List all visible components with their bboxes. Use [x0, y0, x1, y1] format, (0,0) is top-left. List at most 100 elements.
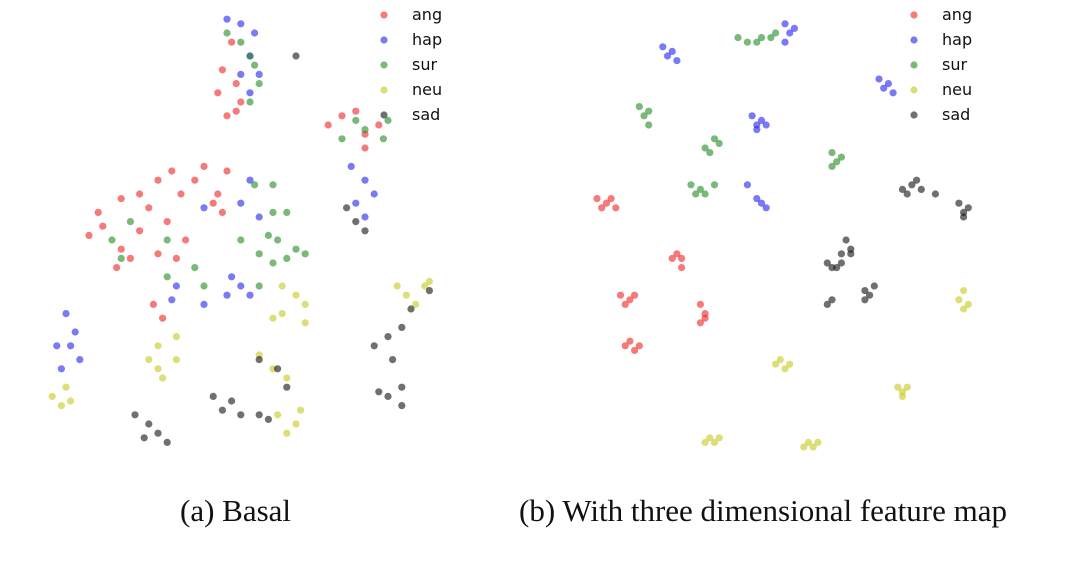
point-sad-13: [255, 356, 263, 364]
legend-marker-neu: [380, 86, 388, 94]
series-sad: [131, 52, 433, 446]
point-ang-33: [338, 112, 346, 120]
point-neu-16: [804, 438, 813, 446]
point-ang-6: [678, 254, 686, 262]
point-hap-19: [223, 291, 231, 299]
point-sad-14: [209, 392, 217, 400]
point-hap-13: [237, 199, 245, 207]
point-sad-19: [264, 415, 272, 423]
point-sur-14: [828, 149, 836, 157]
point-ang-29: [214, 190, 222, 198]
point-neu-5: [278, 282, 286, 290]
point-neu-3: [772, 360, 780, 368]
point-sur-18: [255, 250, 263, 258]
point-neu-2: [412, 300, 420, 308]
point-ang-17: [626, 337, 634, 345]
point-sad-0: [292, 52, 300, 60]
point-ang-35: [361, 144, 369, 152]
point-sur-1: [237, 38, 245, 46]
point-hap-4: [781, 20, 789, 28]
point-neu-4: [393, 282, 401, 290]
point-sur-8: [645, 107, 653, 115]
point-sur-19: [696, 185, 704, 193]
point-sur-13: [269, 208, 277, 216]
point-neu-11: [960, 287, 968, 295]
point-neu-3: [421, 282, 429, 290]
point-neu-16: [159, 374, 167, 382]
point-ang-23: [126, 254, 134, 262]
point-hap-20: [172, 282, 180, 290]
point-ang-31: [375, 121, 383, 129]
point-hap-19: [762, 204, 770, 212]
point-sur-9: [645, 121, 653, 129]
point-ang-7: [668, 254, 676, 262]
point-ang-5: [673, 250, 681, 258]
point-sad-20: [870, 282, 878, 290]
legend-label-hap: hap: [412, 30, 442, 49]
scatter-plot-basal: ang hap sur neu sad: [0, 0, 520, 480]
point-sad-9: [398, 402, 406, 410]
point-ang-14: [85, 231, 93, 239]
legend-marker-hap: [910, 36, 918, 44]
point-neu-25: [292, 420, 300, 428]
point-sur-1: [757, 34, 766, 42]
point-sur-24: [117, 254, 125, 262]
series-sad: [823, 176, 972, 308]
point-hap-11: [889, 89, 897, 97]
point-hap-18: [246, 291, 254, 299]
point-hap-6: [237, 70, 245, 78]
point-sad-2: [913, 176, 921, 184]
point-neu-15: [701, 438, 709, 446]
point-hap-11: [361, 213, 369, 221]
point-sad-17: [837, 250, 845, 258]
series-neu: [701, 287, 972, 451]
point-hap-17: [753, 195, 761, 203]
point-neu-12: [172, 333, 180, 341]
point-sad-23: [828, 296, 836, 304]
point-ang-4: [214, 89, 222, 97]
series-ang: [85, 38, 383, 322]
point-neu-23: [283, 374, 291, 382]
point-sur-10: [352, 116, 360, 124]
legend-marker-sad: [380, 111, 388, 119]
point-ang-17: [191, 176, 199, 184]
point-hap-5: [246, 89, 254, 97]
point-sur-0: [743, 38, 751, 46]
point-ang-15: [696, 319, 704, 327]
point-sur-14: [283, 208, 291, 216]
point-hap-16: [228, 273, 236, 281]
point-sur-20: [701, 190, 709, 198]
point-neu-15: [172, 356, 180, 364]
point-neu-13: [145, 356, 153, 364]
point-sad-5: [370, 342, 378, 350]
legend: ang hap sur neu sad: [380, 5, 442, 124]
legend-marker-sur: [910, 61, 918, 69]
point-hap-7: [347, 162, 355, 170]
point-sad-0: [898, 185, 907, 193]
point-hap-2: [668, 47, 676, 56]
point-sur-11: [251, 181, 259, 189]
point-hap-5: [786, 29, 794, 37]
point-neu-0: [425, 277, 433, 285]
point-neu-0: [776, 356, 784, 364]
point-sur-22: [692, 190, 700, 198]
series-sur: [635, 29, 845, 198]
point-ang-18: [209, 199, 217, 207]
point-ang-16: [177, 190, 185, 198]
point-neu-24: [274, 411, 282, 419]
legend-label-neu: neu: [412, 80, 442, 99]
point-hap-0: [659, 43, 667, 51]
series-ang: [593, 195, 709, 354]
legend-marker-hap: [380, 36, 388, 44]
point-sur-10: [701, 144, 709, 152]
point-sur-11: [710, 135, 719, 143]
point-ang-37: [159, 314, 167, 322]
point-sad-22: [823, 300, 831, 308]
point-sur-19: [283, 254, 291, 262]
point-sad-17: [237, 411, 245, 419]
point-hap-14: [757, 116, 766, 124]
point-ang-30: [352, 107, 360, 115]
point-hap-16: [753, 126, 761, 134]
point-ang-19: [218, 208, 226, 216]
point-hap-25: [67, 342, 75, 350]
